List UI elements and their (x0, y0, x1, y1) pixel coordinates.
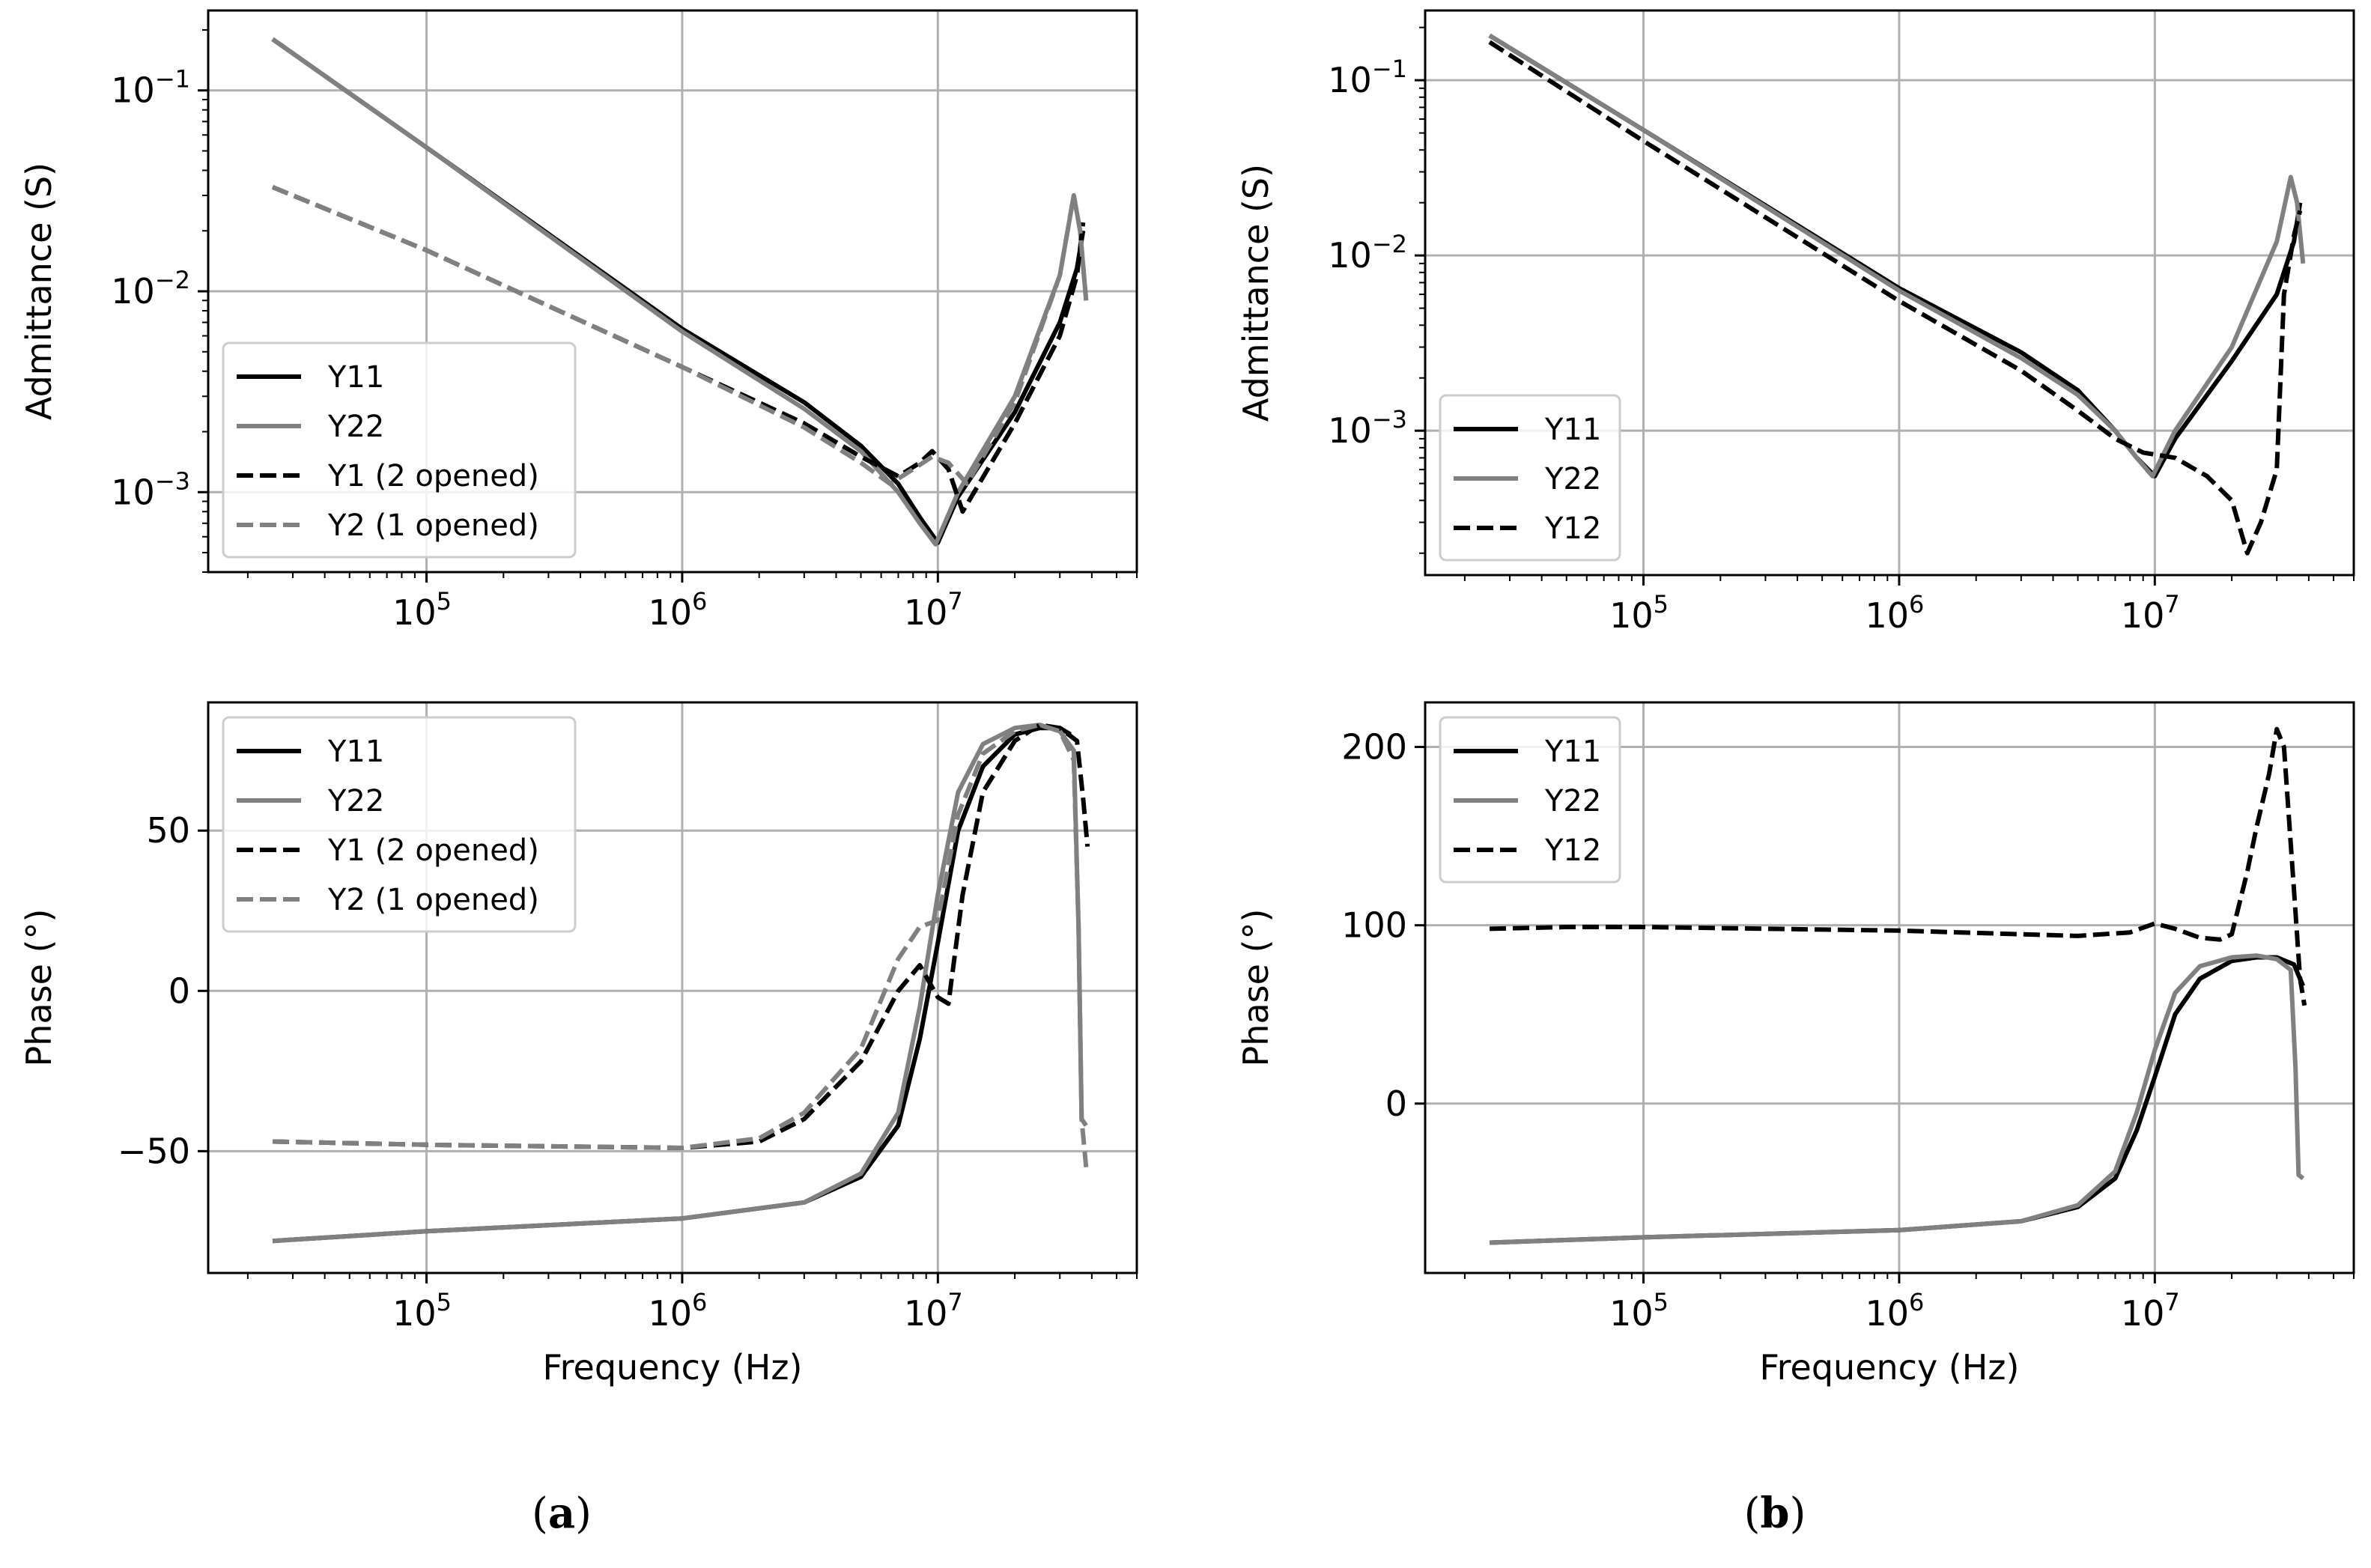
legend-label: Y11 (327, 360, 384, 395)
legend: Y11 Y22 Y12 (1439, 716, 1621, 884)
legend-label: Y12 (1544, 833, 1601, 868)
panel-a-admittance-plot: 105 106 107 10−1 10−2 10−3 Admittance (S) Y11 Y2… (19, 9, 1138, 633)
series-line-y22 (1488, 33, 2306, 478)
series-line-y12 (1488, 40, 2303, 556)
series-line-y11 (1489, 955, 2306, 1245)
x-axis-label: Frequency (Hz) (543, 1347, 803, 1388)
series-line-y2-1-opened (272, 723, 1089, 1167)
y-tick-label: 10−1 (111, 65, 190, 111)
x-tick-label: 106 (1865, 1288, 1924, 1334)
panel-a-phase-plot: 105 106 107 50 0 −50 Phase (°) Frequency (Hz) Y1… (19, 701, 1138, 1388)
legend-box (1439, 716, 1621, 884)
series-group (272, 723, 1090, 1244)
legend-label: Y11 (1544, 413, 1601, 447)
y-tick-label: 10−2 (111, 266, 190, 312)
legend-box (222, 716, 577, 933)
series-line-y1-2-opened (272, 723, 1090, 1150)
y-tick-label: 50 (146, 810, 190, 851)
panel-a-label: (a) (532, 1489, 592, 1538)
series-line-y12 (1489, 726, 2307, 1006)
x-tick-label: 105 (1609, 1288, 1669, 1334)
series-group (1488, 33, 2306, 556)
series-group (1489, 726, 2307, 1245)
legend-label: Y2 (1 opened) (327, 883, 539, 917)
x-tick-label: 107 (2121, 590, 2180, 636)
legend: Y11 Y22 Y12 (1439, 394, 1621, 562)
x-tick-label: 107 (2121, 1288, 2180, 1334)
y-tick-label: 0 (169, 970, 190, 1011)
y-axis-label: Admittance (S) (19, 162, 59, 420)
legend: Y11 Y22 Y1 (2 opened) Y2 (1 opened) (222, 341, 577, 559)
x-tick-label: 105 (1609, 590, 1669, 636)
y-tick-label: 10−1 (1328, 55, 1407, 100)
x-tick-label: 107 (904, 587, 963, 633)
x-tick-label: 106 (648, 587, 707, 633)
series-group (271, 37, 1089, 547)
panel-b-admittance-plot: 105 106 107 10−1 10−2 10−3 Admittance (S) Y11 Y2… (1236, 9, 2355, 636)
x-axis-label: Frequency (Hz) (1760, 1347, 2020, 1388)
plot-frame (207, 701, 1138, 1274)
x-tick-label: 105 (392, 587, 452, 633)
legend-label: Y12 (1544, 511, 1601, 546)
legend: Y11 Y22 Y1 (2 opened) Y2 (1 opened) (222, 716, 577, 933)
y-axis-label: Phase (°) (1236, 909, 1276, 1067)
y-tick-label: −50 (118, 1131, 190, 1171)
y-tick-label: 10−3 (111, 467, 190, 512)
legend-label: Y22 (327, 784, 384, 818)
x-tick-label: 106 (1865, 590, 1924, 636)
y-tick-label: 200 (1341, 727, 1407, 768)
legend-label: Y2 (1 opened) (327, 508, 539, 543)
x-tick-label: 106 (648, 1288, 707, 1334)
y-tick-label: 10−2 (1328, 230, 1407, 276)
y-axis-label: Phase (°) (19, 909, 59, 1067)
x-tick-label: 107 (904, 1288, 963, 1334)
y-tick-label: 0 (1385, 1084, 1407, 1124)
legend-label: Y1 (2 opened) (327, 833, 539, 868)
legend-box (1439, 394, 1621, 562)
y-tick-label: 100 (1341, 905, 1407, 946)
legend-label: Y11 (327, 735, 384, 769)
plot-frame (1424, 701, 2355, 1274)
legend-label: Y22 (1544, 462, 1601, 496)
series-line-y2-1-opened (271, 185, 1089, 487)
y-tick-label: 10−3 (1328, 405, 1407, 451)
legend-label: Y1 (2 opened) (327, 459, 539, 493)
x-tick-label: 105 (392, 1288, 452, 1334)
legend-box (222, 341, 577, 559)
panel-b-phase-plot: 105 106 107 200 100 0 Phase (°) Frequency (Hz) Y… (1236, 701, 2355, 1388)
legend-label: Y11 (1544, 735, 1601, 769)
panel-b-label: (b) (1744, 1489, 1806, 1538)
plot-frame (1424, 9, 2355, 577)
legend-label: Y22 (1544, 784, 1601, 818)
series-line-y22 (1489, 953, 2305, 1245)
legend-label: Y22 (327, 410, 384, 444)
y-axis-label: Admittance (S) (1236, 164, 1276, 422)
